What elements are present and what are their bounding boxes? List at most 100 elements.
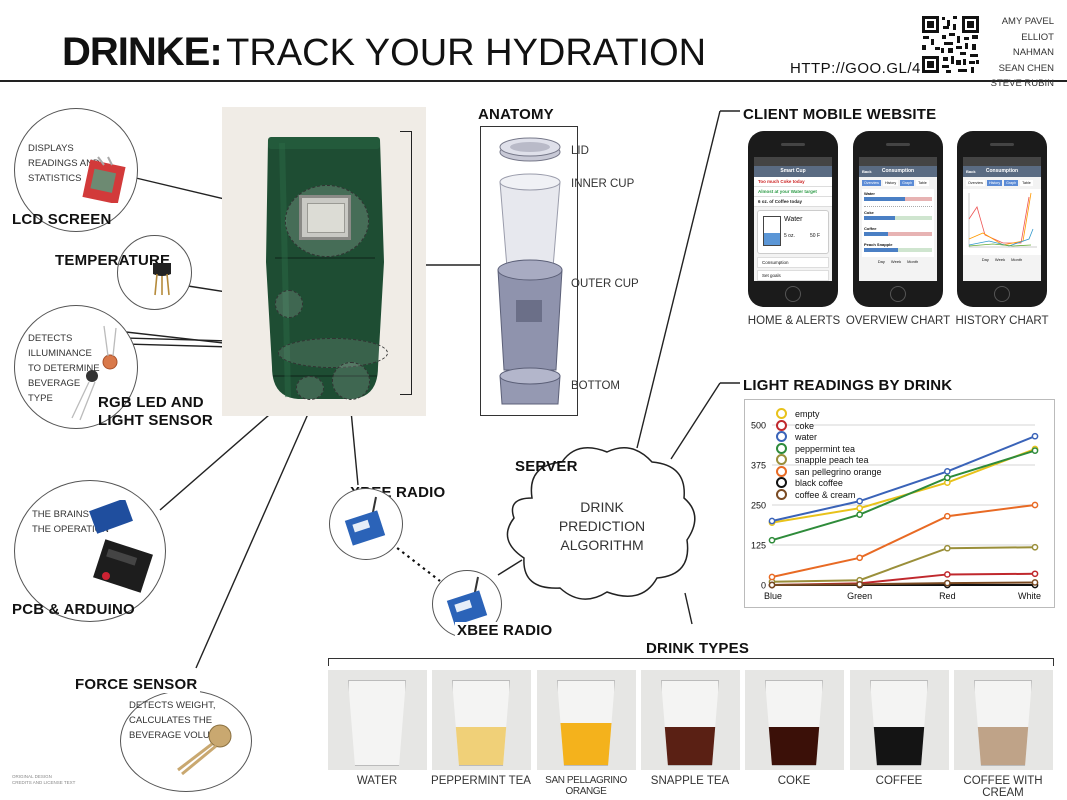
legend-label: san pellegrino orange	[795, 466, 882, 477]
drink-type-label: WATER	[356, 775, 398, 787]
data-point	[1031, 543, 1039, 551]
radio-day[interactable]: Day	[877, 259, 885, 264]
rgb-description: DETECTS ILLUMINANCE TO DETERMINE BEVERAG…	[28, 333, 100, 404]
tab-table[interactable]: Table	[916, 180, 929, 186]
cup-photo	[222, 107, 426, 416]
drink-glass-photo	[537, 670, 636, 770]
data-point	[943, 512, 951, 520]
legend-marker	[776, 488, 787, 500]
pcb-highlight	[296, 376, 324, 400]
current-drink-card: Water 5 oz. 50 F	[757, 210, 829, 254]
legend-marker	[776, 408, 787, 419]
force-sensor-callout	[120, 690, 252, 792]
lcd-label: LCD SCREEN	[12, 211, 112, 228]
data-point	[768, 536, 776, 544]
legend-item: empty	[776, 408, 820, 420]
title-subtitle: TRACK YOUR HYDRATION	[226, 32, 707, 74]
tab-graph[interactable]: Graph	[1004, 180, 1019, 186]
phone-screen-history: Back Consumption Overview History Graph …	[963, 157, 1041, 281]
data-point	[943, 579, 951, 587]
alert-row[interactable]: Too much Coke today	[754, 177, 832, 187]
drink-type-label: COKE	[777, 775, 811, 787]
drink-type-label: PEPPERMINT TEA	[431, 775, 531, 787]
alert-row[interactable]: Almost at your Water target	[754, 187, 832, 197]
light-readings-chart: 0 125 250 375 500 Blue Green Red White	[751, 421, 1041, 602]
home-button[interactable]	[890, 286, 906, 302]
tab-graph[interactable]: Graph	[900, 180, 915, 186]
sensor-band-highlight	[278, 338, 388, 368]
chart-legend: empty coke water peppermint tea snapple peac…	[776, 408, 916, 504]
x-tick-label: Red	[939, 591, 956, 601]
consumption-link[interactable]: Consumption	[757, 257, 829, 268]
tab-overview[interactable]: Overview	[966, 180, 985, 186]
series-line	[771, 546, 1036, 583]
series-line	[771, 581, 1036, 586]
drink-type-label: COFFEE	[875, 775, 923, 787]
radio-month[interactable]: Month	[1011, 257, 1023, 262]
page-title: DRINKE: TRACK YOUR HYDRATION	[62, 30, 706, 75]
data-point	[943, 544, 951, 552]
set-goals-link[interactable]: Set goals	[757, 270, 829, 281]
force-sensor-label: FORCE SENSOR	[72, 676, 201, 693]
radio-week[interactable]: Week	[890, 259, 902, 264]
lcd-module-icon	[82, 156, 126, 203]
tab-history[interactable]: History	[986, 180, 1003, 186]
tab-overview[interactable]: Overview	[862, 180, 881, 186]
legend-marker	[776, 465, 787, 477]
anatomy-part-bottom: BOTTOM	[571, 380, 620, 392]
data-point	[1031, 432, 1039, 440]
server-cloud-icon	[506, 447, 696, 600]
back-button[interactable]: Back	[862, 169, 872, 174]
drink-type-label: SNAPPLE TEA	[650, 775, 730, 787]
temperature-sensor-icon	[153, 263, 171, 296]
author-list: AMY PAVEL ELLIOT NAHMAN SEAN CHEN STEVE …	[990, 14, 1054, 92]
x-tick-label: Blue	[764, 591, 782, 601]
radio-day[interactable]: Day	[981, 257, 989, 262]
alert-row[interactable]: 6 oz. of Coffee today	[754, 197, 832, 207]
author-name: SEAN CHEN	[998, 62, 1054, 74]
project-url[interactable]: HTTP://GOO.GL/4ELSO	[790, 60, 963, 77]
liquid-fill	[558, 723, 614, 765]
data-point	[943, 468, 951, 475]
back-button[interactable]: Back	[966, 169, 976, 174]
legend-marker	[776, 477, 787, 488]
legend-item: snapple peach tea	[776, 454, 869, 466]
data-point	[856, 504, 864, 512]
liquid-fill	[975, 727, 1031, 765]
tab-history[interactable]: History	[882, 180, 899, 186]
legend-label: coke	[795, 420, 815, 431]
legend-label: snapple peach tea	[795, 455, 869, 465]
data-point	[768, 581, 776, 589]
range-radios: Day Week Month	[859, 257, 937, 264]
author-name: STEVE RUBIN	[990, 78, 1054, 89]
phone-history: Back Consumption Overview History Graph …	[957, 131, 1047, 307]
tab-table[interactable]: Table	[1020, 180, 1033, 186]
legend-item: black coffee	[776, 477, 843, 489]
radio-month[interactable]: Month	[907, 259, 919, 264]
legend-item: water	[776, 431, 817, 443]
drink-type-label: SAN PELLAGRINO ORANGE	[545, 775, 627, 797]
y-tick-label: 125	[751, 541, 766, 551]
history-mini-chart	[963, 189, 1041, 255]
drink-type-label: COFFEE WITH CREAM	[963, 775, 1043, 799]
phone-caption: HISTORY CHART	[955, 315, 1049, 327]
home-button[interactable]	[994, 286, 1010, 302]
series-line	[771, 449, 1036, 542]
algorithm-label: DRINK PREDICTION ALGORITHM	[558, 499, 646, 553]
qr-code-icon	[920, 14, 981, 75]
overview-bars: Water Coke Coffee Peach Snapple	[862, 189, 934, 257]
xbee-radio-icon	[344, 496, 386, 546]
drink-types-title: DRINK TYPES	[646, 640, 750, 657]
drink-glass-photo	[641, 670, 740, 770]
legend-label: coffee & cream	[795, 489, 856, 500]
data-point	[1031, 447, 1039, 454]
cup-icon	[557, 680, 615, 766]
anatomy-frame	[480, 126, 578, 416]
radio-week[interactable]: Week	[994, 257, 1006, 262]
author-name: AMY PAVEL	[1001, 16, 1054, 27]
legend-item: peppermint tea	[776, 442, 855, 455]
home-button[interactable]	[785, 286, 801, 302]
view-tabs: Overview History Graph Table	[963, 177, 1041, 189]
phone-screen-home: Smart Cup Too much Coke today Almost at …	[754, 157, 832, 281]
legend-label: empty	[795, 409, 820, 419]
